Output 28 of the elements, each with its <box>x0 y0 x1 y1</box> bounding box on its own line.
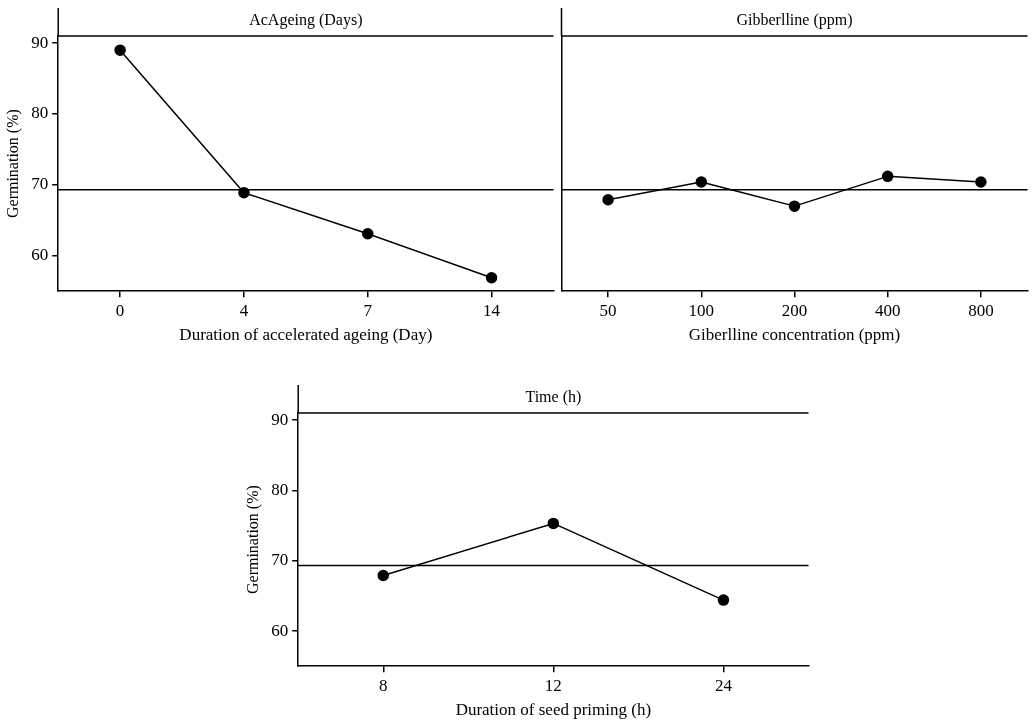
x-tick-label: 14 <box>483 300 501 320</box>
x-tick-label: 400 <box>874 300 901 320</box>
x-axis-title: Giberlline concentration (ppm) <box>688 325 901 345</box>
x-tick-label: 7 <box>363 300 373 320</box>
y-tick-label: 80 <box>271 479 289 499</box>
x-tick-label: 8 <box>379 675 388 695</box>
y-axis-title: Germination (%) <box>3 109 22 219</box>
x-tick-label: 100 <box>688 300 715 320</box>
y-axis-title: Germination (%) <box>243 485 262 595</box>
y-tick-label: 60 <box>271 620 289 640</box>
x-tick-label: 24 <box>714 675 733 695</box>
x-tick-label: 12 <box>544 675 562 695</box>
y-tick-label: 70 <box>271 550 289 570</box>
x-axis-title: Duration of seed priming (h) <box>455 700 652 720</box>
y-tick-label: 80 <box>31 103 49 123</box>
x-tick-label: 800 <box>968 300 994 320</box>
chart-title: Time (h) <box>525 388 582 407</box>
x-axis-title: Duration of accelerated ageing (Day) <box>179 325 433 345</box>
x-tick-label: 50 <box>599 300 617 320</box>
x-tick-label: 200 <box>781 300 808 320</box>
chart-title: AcAgeing (Days) <box>249 11 363 30</box>
y-tick-label: 60 <box>31 245 49 265</box>
y-tick-label: 70 <box>31 174 49 194</box>
x-tick-label: 0 <box>115 300 125 320</box>
chart-title: Gibberlline (ppm) <box>736 11 853 30</box>
y-tick-label: 90 <box>31 32 49 52</box>
x-tick-label: 4 <box>239 300 249 320</box>
y-tick-label: 90 <box>271 409 289 429</box>
